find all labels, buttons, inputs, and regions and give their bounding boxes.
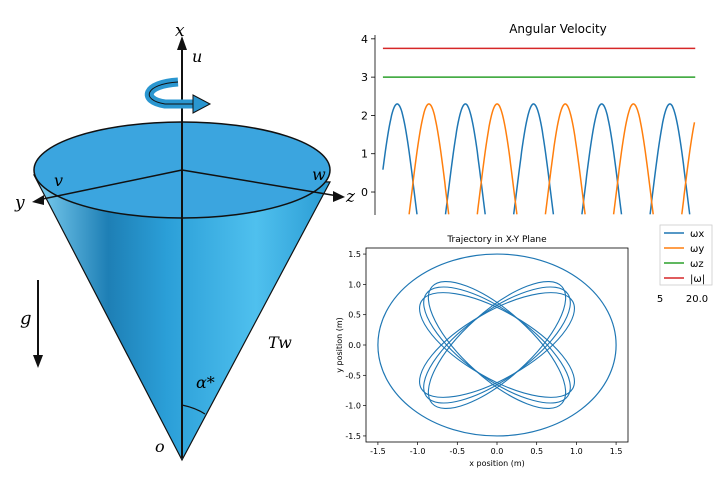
label-z: z bbox=[345, 187, 356, 207]
traj-xtick-label-1: -1.0 bbox=[410, 447, 426, 456]
legend-label-1: ωy bbox=[690, 244, 704, 255]
traj-xtick-label-0: -1.5 bbox=[370, 447, 386, 456]
ytick-label-3: 3 bbox=[361, 71, 368, 84]
trajectory-outer-loop bbox=[377, 253, 617, 437]
trajectory-petal-2 bbox=[427, 280, 567, 410]
traj-xtick-label-3: 0.0 bbox=[491, 447, 504, 456]
angular-velocity-title: Angular Velocity bbox=[509, 22, 607, 36]
traj-xtick-label-2: -0.5 bbox=[449, 447, 465, 456]
xtick-label-0: 5 bbox=[657, 294, 663, 305]
y-axis-arrow bbox=[32, 195, 44, 205]
label-w: w bbox=[312, 165, 326, 184]
trajectory-panel-bg bbox=[328, 228, 658, 478]
label-x: x bbox=[175, 21, 185, 41]
ytick-label-2: 2 bbox=[361, 109, 368, 122]
legend-label-3: |ω| bbox=[690, 274, 705, 285]
ytick-label-1: 1 bbox=[361, 148, 368, 161]
label-y: y bbox=[14, 193, 25, 213]
series-line-1 bbox=[408, 103, 696, 215]
traj-ytick-label-6: 1.5 bbox=[348, 250, 361, 259]
trajectory-title: Trajectory in X-Y Plane bbox=[446, 235, 547, 245]
trajectory-ylabel: y position (m) bbox=[335, 317, 344, 373]
z-axis-arrow bbox=[333, 191, 345, 202]
traj-ytick-label-4: 0.5 bbox=[348, 311, 361, 320]
z-axis-line bbox=[181, 169, 339, 197]
traj-ytick-label-3: 0.0 bbox=[348, 341, 361, 350]
series-line-0 bbox=[382, 103, 691, 215]
legend-box bbox=[659, 224, 713, 286]
rotation-arrowhead bbox=[192, 94, 212, 114]
label-o: o bbox=[155, 437, 165, 456]
ytick-label-0: 0 bbox=[361, 186, 368, 199]
label-tw: Tw bbox=[268, 333, 292, 352]
trajectory-petal-5 bbox=[427, 280, 567, 410]
legend-label-0: ωx bbox=[690, 229, 704, 240]
label-alpha: α* bbox=[196, 373, 215, 392]
legend-label-2: ωz bbox=[690, 259, 704, 270]
label-g: g bbox=[20, 308, 32, 329]
label-v: v bbox=[54, 171, 63, 190]
x-axis-arrow bbox=[177, 36, 187, 50]
alpha-arc bbox=[181, 404, 206, 415]
traj-xtick-label-5: 1.0 bbox=[570, 447, 583, 456]
label-u: u bbox=[192, 47, 202, 66]
traj-ytick-label-1: -1.0 bbox=[345, 402, 361, 411]
ytick-label-4: 4 bbox=[361, 33, 368, 46]
xtick-label-1: 20.0 bbox=[686, 294, 708, 305]
traj-ytick-label-5: 1.0 bbox=[348, 280, 361, 289]
traj-ytick-label-2: -0.5 bbox=[345, 371, 361, 380]
traj-ytick-label-0: -1.5 bbox=[345, 432, 361, 441]
trajectory-xlabel: x position (m) bbox=[469, 459, 525, 468]
y-axis-line bbox=[37, 169, 183, 201]
traj-xtick-label-6: 1.5 bbox=[610, 447, 623, 456]
gravity-arrowhead bbox=[33, 355, 43, 368]
traj-xtick-label-4: 0.5 bbox=[530, 447, 543, 456]
